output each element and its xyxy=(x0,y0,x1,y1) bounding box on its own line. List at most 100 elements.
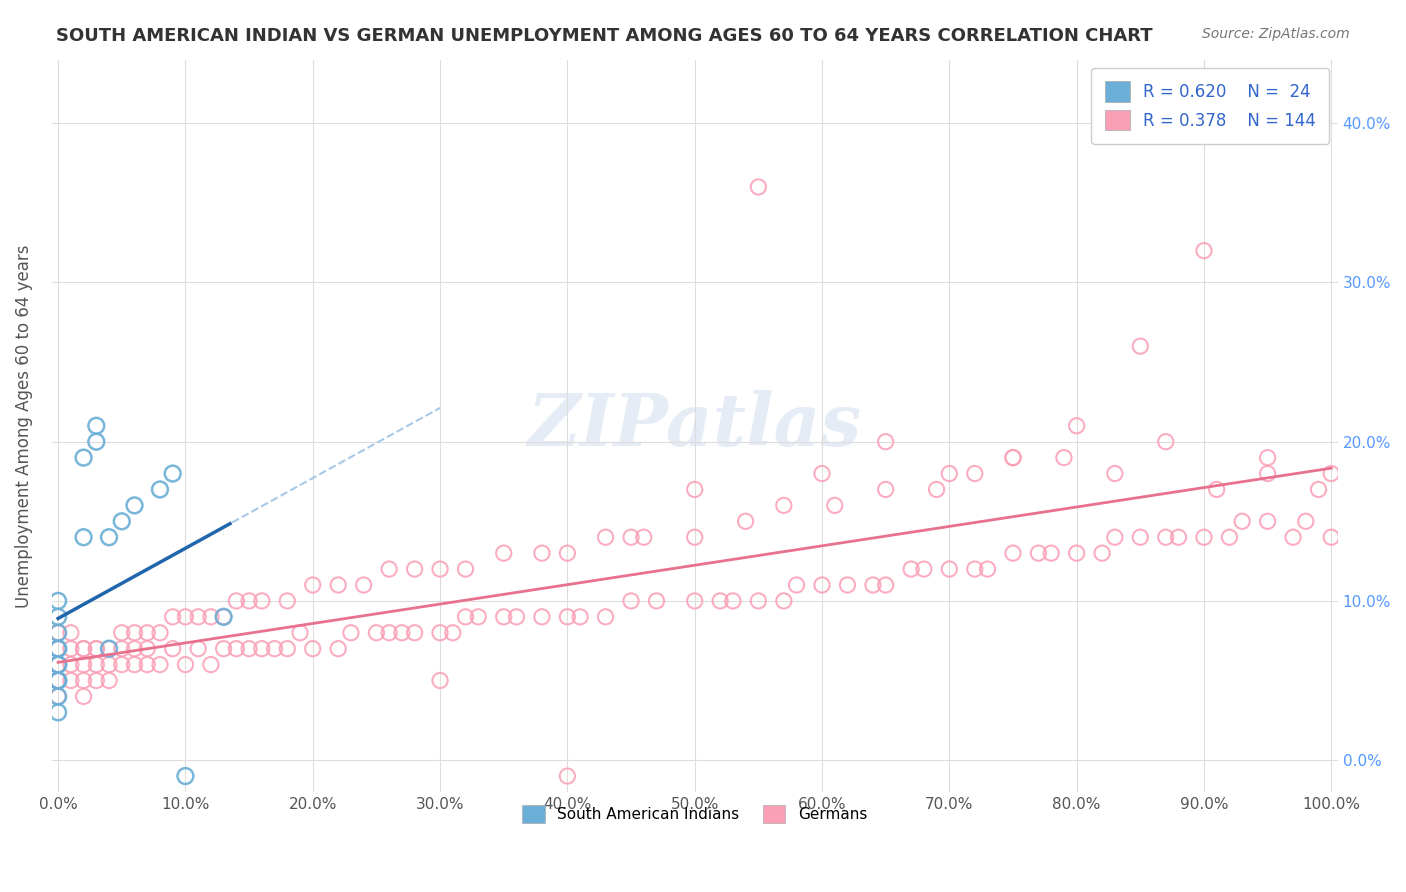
Point xyxy=(149,657,172,672)
Point xyxy=(505,610,527,624)
Point xyxy=(569,610,592,624)
Point xyxy=(59,625,82,640)
Point xyxy=(136,625,159,640)
Point xyxy=(72,657,94,672)
Legend: South American Indians, Germans: South American Indians, Germans xyxy=(510,792,879,836)
Point xyxy=(46,625,69,640)
Point xyxy=(225,594,247,608)
Point xyxy=(938,467,960,481)
Point xyxy=(620,594,643,608)
Point xyxy=(709,594,731,608)
Point xyxy=(747,594,769,608)
Point xyxy=(1066,546,1088,560)
Point xyxy=(301,641,323,656)
Point xyxy=(111,625,134,640)
Point xyxy=(46,690,69,704)
Point xyxy=(250,594,273,608)
Point xyxy=(391,625,413,640)
Point xyxy=(46,673,69,688)
Point xyxy=(174,769,197,783)
Point xyxy=(1001,546,1024,560)
Point xyxy=(683,530,706,544)
Point xyxy=(721,594,744,608)
Point xyxy=(772,594,794,608)
Point xyxy=(1320,530,1343,544)
Point xyxy=(786,578,808,592)
Point xyxy=(404,625,426,640)
Point xyxy=(530,610,553,624)
Point xyxy=(59,641,82,656)
Point xyxy=(328,641,350,656)
Point xyxy=(84,434,107,449)
Point xyxy=(811,578,834,592)
Point xyxy=(46,641,69,656)
Point xyxy=(633,530,655,544)
Point xyxy=(900,562,922,576)
Point xyxy=(557,769,579,783)
Point xyxy=(187,610,209,624)
Point xyxy=(467,610,489,624)
Point xyxy=(98,530,121,544)
Point xyxy=(441,625,464,640)
Point xyxy=(1167,530,1189,544)
Point xyxy=(46,690,69,704)
Point xyxy=(46,673,69,688)
Point xyxy=(747,180,769,194)
Point xyxy=(1295,514,1317,528)
Point xyxy=(1320,467,1343,481)
Point xyxy=(200,610,222,624)
Point xyxy=(963,562,986,576)
Point xyxy=(162,641,184,656)
Point xyxy=(288,625,311,640)
Point xyxy=(84,418,107,433)
Point xyxy=(72,641,94,656)
Point xyxy=(162,467,184,481)
Point xyxy=(353,578,375,592)
Point xyxy=(46,657,69,672)
Point xyxy=(225,641,247,656)
Point xyxy=(136,657,159,672)
Point xyxy=(46,673,69,688)
Point xyxy=(111,657,134,672)
Point xyxy=(1066,418,1088,433)
Point xyxy=(963,467,986,481)
Point xyxy=(46,657,69,672)
Point xyxy=(1129,530,1152,544)
Point xyxy=(429,625,451,640)
Point xyxy=(212,610,235,624)
Point xyxy=(72,641,94,656)
Point xyxy=(404,562,426,576)
Point xyxy=(212,610,235,624)
Point xyxy=(200,657,222,672)
Point xyxy=(250,641,273,656)
Point xyxy=(1308,483,1330,497)
Point xyxy=(595,610,617,624)
Point xyxy=(263,641,285,656)
Point xyxy=(1001,450,1024,465)
Point xyxy=(1257,467,1279,481)
Point xyxy=(111,641,134,656)
Point xyxy=(557,610,579,624)
Point xyxy=(938,562,960,576)
Point xyxy=(772,499,794,513)
Point xyxy=(862,578,884,592)
Text: SOUTH AMERICAN INDIAN VS GERMAN UNEMPLOYMENT AMONG AGES 60 TO 64 YEARS CORRELATI: SOUTH AMERICAN INDIAN VS GERMAN UNEMPLOY… xyxy=(56,27,1153,45)
Point xyxy=(98,641,121,656)
Text: ZIPatlas: ZIPatlas xyxy=(527,391,862,461)
Point xyxy=(174,657,197,672)
Point xyxy=(1154,530,1177,544)
Point xyxy=(46,706,69,720)
Point xyxy=(59,657,82,672)
Point xyxy=(1257,450,1279,465)
Point xyxy=(620,530,643,544)
Point xyxy=(72,530,94,544)
Point xyxy=(46,610,69,624)
Point xyxy=(98,657,121,672)
Point xyxy=(378,625,401,640)
Point xyxy=(875,434,897,449)
Point xyxy=(378,562,401,576)
Point xyxy=(276,641,298,656)
Point xyxy=(187,641,209,656)
Point xyxy=(238,641,260,656)
Point xyxy=(124,641,146,656)
